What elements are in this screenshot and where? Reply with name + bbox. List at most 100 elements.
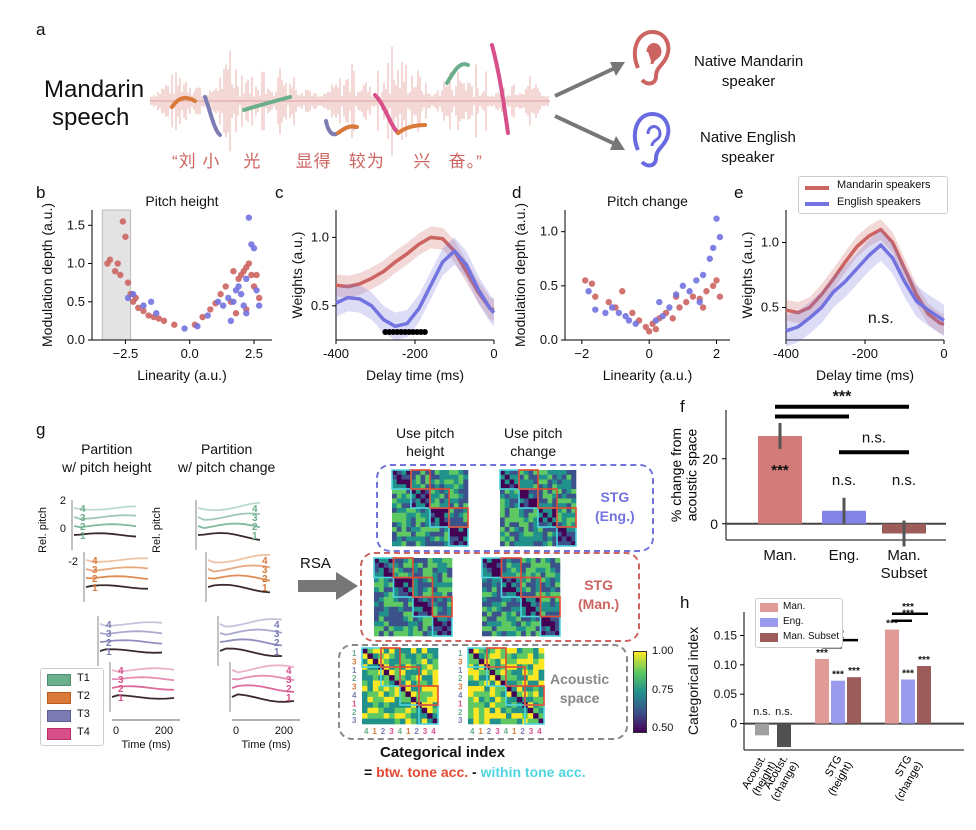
scatter-point: [602, 309, 609, 317]
y-tick-label: 0.15: [714, 628, 738, 642]
rsa-cell: [566, 470, 572, 476]
rsa-cell: [538, 686, 545, 692]
tone-xlabel: Time (ms): [121, 739, 170, 751]
rsa-cell: [552, 474, 558, 480]
rsa-cell: [501, 587, 507, 593]
rsa-cell: [571, 527, 577, 533]
rsa-cell: [527, 675, 534, 681]
rsa-cell: [447, 621, 453, 627]
rsa-cell: [506, 577, 512, 583]
rsa-cell: [427, 616, 433, 622]
rsa-cell: [538, 648, 545, 654]
rsa-cell: [540, 621, 546, 627]
rsa-cell: [408, 572, 414, 578]
rsa-cell: [410, 686, 417, 692]
scatter-point: [145, 312, 152, 319]
rsa-cell: [362, 675, 368, 681]
rsa-cell: [495, 675, 501, 681]
rsa-cell: [422, 626, 428, 632]
rsa-cell: [383, 601, 389, 608]
rsa-cell: [566, 527, 572, 533]
rsa-cell: [491, 616, 497, 622]
matrix-axis-label: 4: [504, 727, 509, 736]
rsa-cell: [506, 582, 512, 588]
bar: [917, 666, 931, 724]
rsa-cell: [486, 631, 493, 637]
y-axis-label: Weights (a.u.): [289, 232, 305, 319]
rsa-cell: [415, 531, 421, 537]
rsa-cell: [533, 489, 539, 495]
rsa-cell: [422, 606, 428, 612]
rsa-cell: [406, 503, 412, 509]
rsa-cell: [489, 718, 496, 725]
y-tick-label: 0.0: [540, 332, 558, 347]
rsa-cell: [413, 577, 419, 583]
tone-contour: [197, 522, 261, 529]
rsa-cell: [530, 616, 536, 622]
rsa-cell: [408, 621, 414, 627]
rsa-cell: [542, 512, 548, 518]
rsa-cell: [422, 611, 428, 617]
rsa-cell: [506, 606, 512, 612]
rsa-cell: [389, 691, 395, 698]
rsa-cell: [437, 587, 443, 593]
rsa-cell: [410, 658, 417, 665]
scatter-point: [253, 287, 260, 294]
rsa-cell: [417, 616, 424, 622]
panel-label-g: g: [36, 420, 46, 439]
rsa-cell: [468, 686, 474, 692]
rsa-cell: [449, 470, 455, 476]
scatter-point: [117, 271, 124, 279]
rsa-cell: [392, 531, 398, 537]
rsa-cell: [533, 648, 539, 654]
y-tick-label: 0.5: [761, 300, 779, 315]
rsa-cell: [408, 616, 414, 622]
rsa-cell: [511, 669, 518, 676]
rsa-cell: [500, 536, 506, 542]
rsa-cell: [416, 653, 423, 660]
rsa-cell: [519, 498, 525, 504]
rsa-cell: [389, 686, 395, 692]
rsa-cell: [374, 601, 380, 608]
rsa-cell: [420, 493, 426, 499]
rsa-cell: [523, 527, 529, 533]
rsa-cell: [430, 512, 436, 518]
rsa-cell: [557, 527, 563, 533]
rsa-cell: [403, 582, 409, 588]
rsa-cell: [406, 508, 412, 514]
tone-contour: [73, 532, 137, 538]
rsa-cell: [525, 626, 532, 632]
rsa-cell: [535, 567, 541, 573]
x-tick-label: 0.0: [181, 346, 199, 361]
tone-contour: [85, 575, 149, 580]
rsa-cell: [453, 536, 459, 542]
rsa-cell: [432, 611, 438, 617]
rsa-cell: [501, 606, 507, 612]
rsa-cell: [468, 675, 474, 681]
rsa-cell: [511, 597, 517, 603]
bar-label: ***: [832, 670, 844, 681]
rsa-cell: [432, 567, 438, 573]
rsa-cell: [388, 592, 394, 598]
rsa-cell: [540, 597, 546, 603]
rsa-cell: [571, 517, 577, 523]
chart-h: 00.050.100.15n.s. n.s.****** *************…: [685, 602, 964, 803]
rsa-cell: [430, 474, 436, 480]
scatter-point: [124, 279, 132, 286]
rsa-cell: [545, 558, 551, 564]
rsa-cell: [374, 587, 380, 593]
rsa-cell: [392, 479, 398, 485]
rsa-cell: [525, 601, 532, 608]
rsa-cell: [523, 493, 529, 499]
rsa-cell: [533, 669, 539, 676]
rsa-cell: [394, 718, 401, 725]
rsa-cell: [555, 592, 561, 598]
rsa-cell: [458, 498, 464, 504]
rsa-cell: [362, 713, 368, 719]
panel-label-f: f: [680, 397, 685, 416]
scatter-point: [227, 317, 235, 325]
rsa-cell: [458, 512, 464, 518]
rsa-cell: [447, 567, 453, 573]
rsa-cell: [550, 577, 556, 583]
